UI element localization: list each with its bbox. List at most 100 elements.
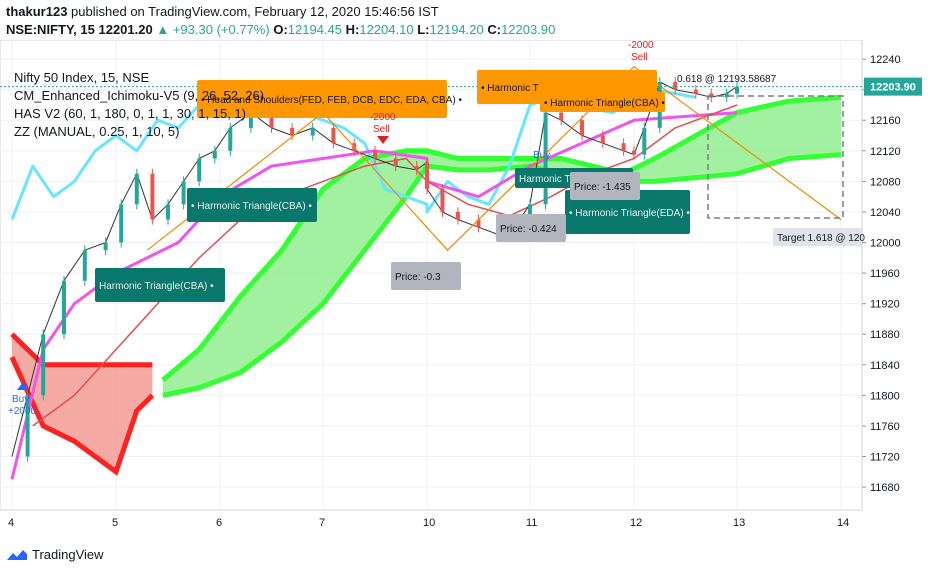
y-tick-label: 11800 — [870, 390, 900, 402]
change-value: +93.30 (+0.77%) — [172, 22, 270, 37]
y-tick-label: 11920 — [870, 299, 900, 311]
axes: 11680 11720 11760 11800 11840 11880 11920 11960… — [8, 54, 922, 529]
change-arrow-icon: ▲ — [156, 22, 170, 37]
sell-text: Sell — [373, 124, 390, 135]
high-label: H: — [345, 22, 360, 37]
candle-body — [724, 93, 729, 98]
close-label: C: — [487, 22, 502, 37]
candle-body — [269, 112, 274, 128]
last-price-text: 12203.90 — [870, 82, 916, 94]
x-tick-label: 7 — [319, 517, 325, 529]
candle-body — [425, 162, 429, 190]
ohlc-header: NSE:NIFTY, 15 12201.20 ▲ +93.30 (+0.77%)… — [6, 22, 555, 37]
y-tick-label: 11880 — [870, 329, 900, 341]
candle-body — [621, 143, 626, 151]
legend-has[interactable]: HAS V2 (60, 1, 180, 0, 1, 1, 30, 1, 15, … — [14, 106, 246, 121]
legend-zigzag[interactable]: ZZ (MANUAL, 0.25, 1, 10, 5) — [14, 124, 180, 139]
candle-body — [455, 211, 460, 220]
candle-body — [41, 334, 46, 396]
close-value: 12203.90 — [501, 22, 556, 37]
footer-brand[interactable]: TradingView — [32, 547, 104, 562]
price-chart[interactable]: • Head and Shoulders(FED, FEB, DCB, EDC,… — [0, 40, 932, 545]
price-box3-text: Price: -1.435 — [574, 182, 631, 193]
candle-body — [290, 127, 295, 136]
sell-text-2: Sell — [631, 52, 648, 63]
candle-body — [248, 112, 253, 128]
hs-label-text: • Head and Shoulders(FED, FEB, DCB, EDC,… — [201, 95, 462, 106]
candle-body — [476, 219, 481, 228]
candle-body — [559, 112, 564, 121]
zigzag-line — [146, 65, 842, 252]
buy-text: Buy — [12, 394, 29, 405]
price-box3-box — [570, 172, 640, 200]
x-tick-label: 4 — [8, 517, 14, 529]
price-box2-text: Price: -0.424 — [500, 224, 557, 235]
projection-box — [707, 95, 844, 219]
low-value: 12194.20 — [429, 22, 484, 37]
x-tick-label: 13 — [733, 517, 745, 529]
candle-body — [543, 112, 548, 205]
bear-cloud-lower — [9, 356, 155, 476]
y-tick-label: 11680 — [870, 482, 900, 494]
low-label: L: — [417, 22, 430, 37]
candle-body — [632, 150, 636, 155]
y-tick-label: 12120 — [870, 146, 901, 158]
candle-body — [212, 150, 217, 159]
x-tick-label: 6 — [216, 517, 222, 529]
y-tick-label: 11760 — [870, 421, 900, 433]
harmonic-top-label-text: • Harmonic Triangle(CBA) • — [191, 201, 312, 212]
candle-body — [735, 86, 739, 94]
candle-body — [166, 204, 170, 220]
fib-label: 0.618 @ 12193.58687 — [677, 74, 777, 85]
y-tick-label: 12160 — [870, 115, 901, 127]
candle-body — [440, 189, 445, 212]
x-tick-label: 14 — [837, 517, 849, 529]
price-box2-box — [496, 214, 566, 242]
candle-body — [25, 395, 30, 457]
x-tick-label: 12 — [630, 517, 642, 529]
candle-body — [642, 127, 647, 155]
harmonic-mid-label-box — [540, 92, 665, 112]
candle-body — [150, 173, 155, 220]
publish-info: published on TradingView.com, February 1… — [71, 4, 439, 19]
legend-title: Nifty 50 Index, 15, NSE — [14, 70, 150, 85]
buy-amount: +2000 — [8, 406, 37, 417]
footer: TradingView — [6, 547, 104, 562]
candle-body — [331, 127, 336, 144]
candle-body — [673, 82, 678, 90]
candle-body — [228, 127, 233, 151]
y-tick-label: 12240 — [870, 54, 901, 66]
candle-body — [119, 204, 124, 243]
price-box1-text: Price: -0.3 — [395, 272, 441, 283]
candle-body — [134, 173, 139, 205]
candle-body — [393, 158, 398, 167]
candle-body — [373, 150, 377, 159]
legend-ichimoku[interactable]: CM_Enhanced_Ichimoku-V5 (9, 26, 52, 26) — [14, 88, 265, 103]
target-label-text: Target 1.618 @ 120 — [777, 233, 865, 244]
open-label: O: — [273, 22, 288, 37]
candle-body — [310, 127, 315, 136]
harmonic-low-label-box — [95, 268, 225, 302]
candle-body — [82, 250, 87, 281]
y-tick-label: 12040 — [870, 207, 901, 219]
sell-amount-2: -2000 — [628, 40, 654, 51]
sell-arrow-icon — [377, 136, 389, 144]
buy-text-2: Buy — [533, 150, 550, 161]
symbol-label: NSE:NIFTY, 15 — [6, 22, 95, 37]
harmonic-eda-label-text: • Harmonic Triangle(EDA) • — [569, 208, 690, 219]
harmonic-eda-label-box — [565, 190, 690, 234]
x-tick-label: 10 — [423, 517, 435, 529]
harmonic-top2-label-text: • Harmonic T — [481, 83, 539, 94]
y-tick-label: 12000 — [870, 238, 901, 250]
ichimoku-cloud — [9, 94, 842, 476]
last-price-badge — [864, 77, 922, 96]
author-name[interactable]: thakur123 — [6, 4, 68, 19]
tradingview-logo-icon — [7, 549, 27, 560]
x-tick-label: 5 — [112, 517, 118, 529]
pattern-annotations: • Head and Shoulders(FED, FEB, DCB, EDC,… — [8, 40, 865, 417]
y-tick-label: 12080 — [870, 176, 901, 188]
x-tick-label: 11 — [526, 517, 537, 529]
high-value: 12204.10 — [359, 22, 414, 37]
candle-body — [580, 120, 584, 136]
harmonic-mid-label-text: • Harmonic Triangle(CBA) • — [544, 98, 665, 109]
